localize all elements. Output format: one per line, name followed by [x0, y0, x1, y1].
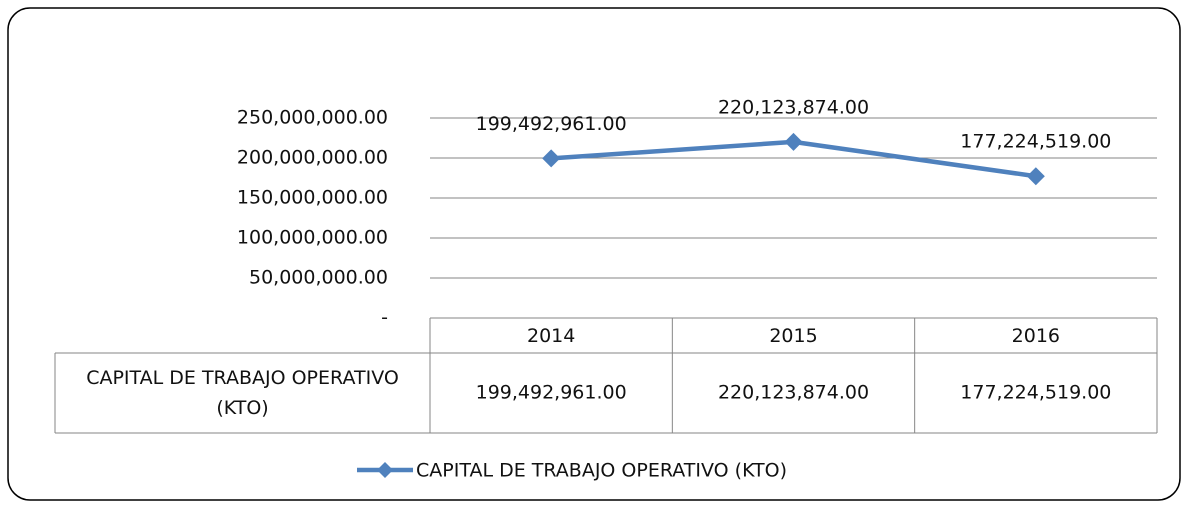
data-label: 220,123,874.00	[718, 96, 869, 118]
table-value: 220,123,874.00	[718, 382, 869, 404]
y-tick-label: 50,000,000.00	[249, 267, 388, 289]
y-tick-label: 150,000,000.00	[237, 187, 388, 209]
data-point	[542, 149, 561, 168]
x-tick-label: 2015	[769, 325, 817, 347]
row-header-text: CAPITAL DE TRABAJO OPERATIVO (KTO)	[86, 367, 399, 419]
table-value: 199,492,961.00	[476, 382, 627, 404]
y-tick-label: 200,000,000.00	[237, 147, 388, 169]
x-tick-label: 2016	[1012, 325, 1060, 347]
table-value: 177,224,519.00	[960, 382, 1111, 404]
row-header: CAPITAL DE TRABAJO OPERATIVO (KTO)	[86, 367, 399, 419]
y-tick-label: 250,000,000.00	[237, 107, 388, 129]
data-label: 177,224,519.00	[960, 131, 1111, 153]
data-point	[1026, 167, 1045, 186]
y-tick-label: 100,000,000.00	[237, 227, 388, 249]
y-tick-label: -	[381, 307, 388, 329]
data-label: 199,492,961.00	[476, 113, 627, 135]
legend-marker	[377, 462, 393, 478]
legend-label: CAPITAL DE TRABAJO OPERATIVO (KTO)	[416, 460, 787, 482]
data-point	[784, 132, 803, 151]
chart-frame	[7, 7, 1181, 501]
x-tick-label: 2014	[527, 325, 575, 347]
